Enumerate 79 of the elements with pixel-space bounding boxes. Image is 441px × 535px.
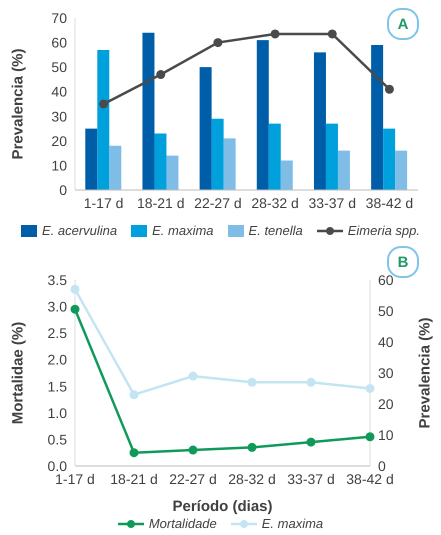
y-tick-label: 3.0: [48, 298, 68, 315]
point: [384, 84, 394, 94]
y2-tick-label: 10: [378, 426, 394, 443]
bar: [338, 150, 350, 190]
text: B: [398, 254, 408, 270]
point: [188, 372, 198, 381]
bar: [371, 45, 384, 190]
bar: [109, 146, 122, 190]
legend-label: E. maxima: [262, 516, 324, 531]
point: [306, 378, 316, 387]
x-tick-label: 1-17 d: [84, 194, 124, 211]
point: [130, 390, 138, 400]
point: [270, 29, 280, 38]
y-tick-label: 0.5: [48, 431, 68, 448]
y-tick-label: 40: [51, 84, 68, 100]
bar: [142, 32, 154, 190]
bar: [97, 50, 110, 190]
y2-tick-label: 40: [378, 334, 394, 350]
point: [248, 378, 256, 387]
y-tick-label: 3.5: [48, 272, 68, 288]
y-tick-label: 60: [51, 34, 68, 51]
bar: [268, 124, 281, 190]
point: [366, 384, 374, 393]
y-tick-label: 1.0: [48, 404, 68, 421]
bar: [395, 150, 408, 190]
x-tick-label: 22-27 d: [169, 470, 217, 487]
point: [188, 446, 198, 455]
y-tick-label: 20: [51, 132, 68, 149]
y-tick-label: 1.5: [48, 378, 68, 394]
point: [366, 432, 374, 442]
bar: [256, 40, 269, 190]
y-axis-title: Prevalencia (%): [9, 48, 26, 160]
y-tick-label: 30: [51, 108, 68, 124]
chart-title: A: [387, 8, 419, 40]
y-tick-label: 0: [59, 182, 68, 198]
x-tick-label: 22-27 d: [194, 194, 242, 211]
legend-label: Mortalidade: [148, 516, 217, 531]
legend-label: Eimeria spp.: [348, 223, 420, 238]
x-tick-label: 18-21 d: [137, 194, 184, 211]
point: [213, 38, 222, 48]
legend-label: E. tenella: [248, 223, 303, 238]
bar: [314, 52, 326, 190]
bar: [166, 156, 178, 190]
bar: [200, 67, 212, 190]
x-tick-label: 28-32 d: [228, 470, 276, 487]
legend-label: E. maxima: [152, 223, 214, 238]
y-tick-label: 50: [51, 59, 68, 76]
bar: [212, 118, 224, 190]
y2-tick-label: 60: [378, 272, 394, 288]
y2-tick-label: 30: [378, 364, 394, 381]
point: [328, 29, 337, 38]
bar: [224, 138, 236, 190]
y-tick-label: 70: [51, 10, 68, 26]
bar: [383, 128, 396, 190]
bar: [326, 124, 338, 190]
x-axis-title: Período (dias): [172, 498, 273, 515]
point: [130, 448, 138, 458]
y-tick-label: 10: [51, 157, 68, 174]
y2-axis-title: Prevalencia (%): [416, 318, 434, 428]
x-tick-label: 33-37 d: [287, 470, 335, 487]
legend-label: E. acervulina: [42, 223, 118, 238]
x-tick-label: 28-32 d: [251, 194, 299, 211]
point: [70, 304, 80, 314]
y2-tick-label: 50: [378, 302, 394, 319]
y-tick-label: 2.5: [48, 325, 68, 342]
x-tick-label: 18-21 d: [110, 470, 158, 487]
x-tick-label: 33-37 d: [308, 194, 356, 211]
x-tick-label: 38-42 d: [366, 194, 414, 211]
point: [306, 438, 316, 447]
bar: [154, 133, 166, 190]
y-tick-label: 2.0: [48, 352, 68, 368]
y2-tick-label: 20: [378, 396, 394, 412]
point: [248, 442, 256, 452]
point: [99, 100, 108, 108]
bar: [85, 128, 98, 190]
point: [70, 284, 80, 294]
bar: [280, 160, 293, 190]
point: [156, 70, 166, 80]
y-axis-title: Mortalidae (%): [9, 322, 26, 424]
